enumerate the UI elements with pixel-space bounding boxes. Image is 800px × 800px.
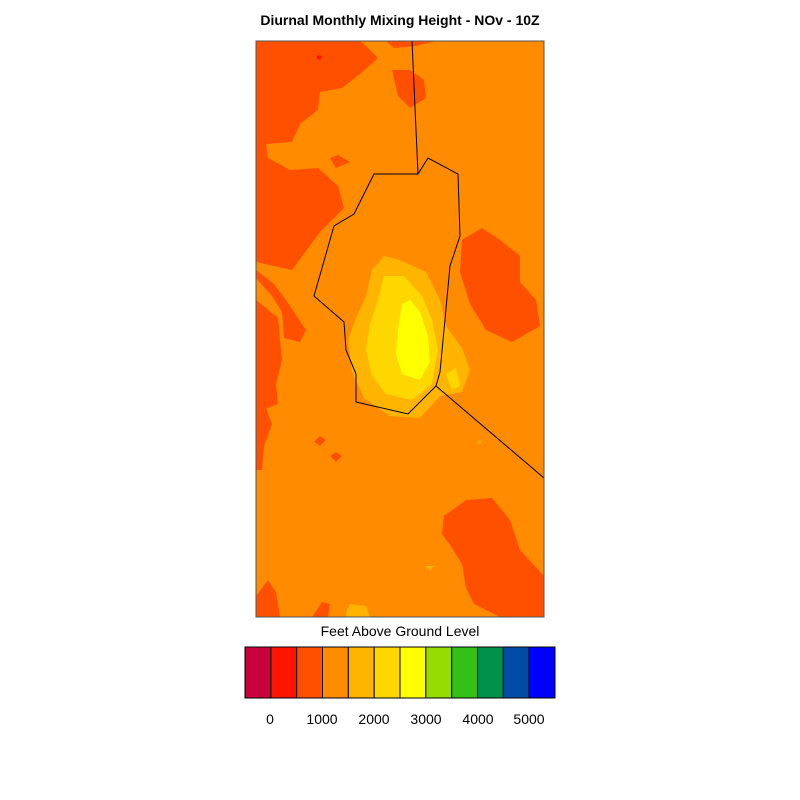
legend-tick-label: 1000	[306, 711, 338, 727]
legend-tick-label: 3000	[410, 711, 442, 727]
contour-band-1000	[256, 41, 544, 617]
region-dot-red	[316, 55, 322, 60]
legend-swatch	[399, 646, 427, 699]
region-north-top	[386, 41, 436, 48]
region-northwest	[256, 41, 378, 270]
contour-map	[256, 41, 544, 617]
region-southeast	[442, 498, 544, 617]
region-west-2	[256, 300, 282, 412]
legend-title: Feet Above Ground Level	[320, 623, 480, 639]
legend-swatch	[322, 646, 349, 699]
legend-swatch	[425, 646, 453, 699]
plot-frame	[255, 40, 545, 618]
contour-band-2000-speck-2	[476, 441, 482, 444]
contour-band-0	[316, 55, 322, 60]
legend-tick-label: 2000	[358, 711, 390, 727]
contour-band-2500-east	[446, 368, 460, 390]
region-west	[256, 270, 306, 342]
contour-band-2000-south	[346, 604, 370, 617]
region-southwest	[256, 408, 272, 470]
legend-color-bar	[244, 646, 556, 699]
region-dot-1	[330, 155, 350, 168]
region-east	[460, 228, 540, 342]
legend-swatch	[477, 646, 504, 699]
legend-swatch	[296, 646, 323, 699]
legend-swatch	[451, 646, 478, 699]
region-dot-2	[314, 436, 326, 446]
boundary-north	[411, 41, 419, 175]
region-south-left	[256, 580, 280, 617]
legend-swatch	[244, 646, 272, 699]
contour-band-2000-speck	[424, 566, 434, 570]
map-title: Diurnal Monthly Mixing Height - NOv - 10…	[260, 12, 540, 28]
legend-swatch	[347, 646, 375, 699]
legend-swatch	[528, 646, 556, 699]
region-south-mid	[312, 602, 330, 617]
legend-tick-label: 0	[266, 711, 274, 727]
boundary-lines	[313, 41, 544, 479]
legend-swatch	[270, 646, 298, 699]
region-north-small	[392, 70, 426, 108]
legend-swatch	[373, 646, 401, 699]
contour-band-3000	[396, 300, 430, 380]
region-dot-3	[330, 452, 342, 462]
boundary-southeast	[435, 385, 544, 479]
boundary-polygon	[313, 157, 461, 415]
legend-swatch	[502, 646, 530, 699]
legend-tick-label: 5000	[513, 711, 545, 727]
legend-tick-label: 4000	[462, 711, 494, 727]
